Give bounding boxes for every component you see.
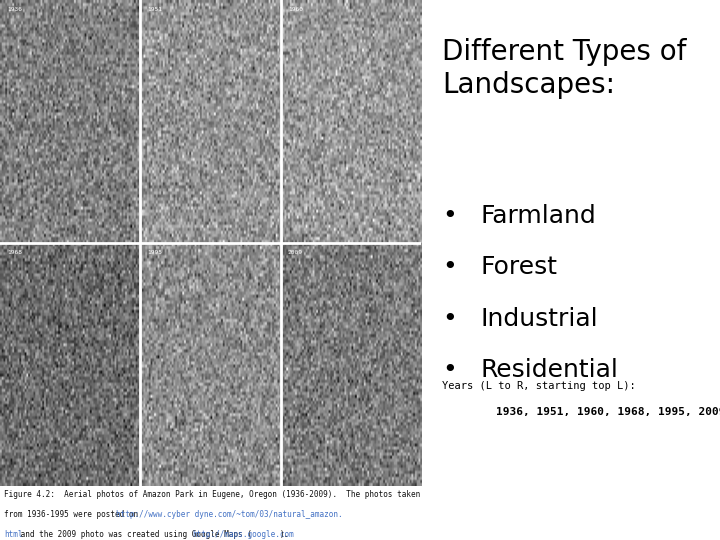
Text: 1951: 1951 [148, 7, 163, 12]
Text: Years (L to R, starting top L):: Years (L to R, starting top L): [442, 381, 636, 391]
Text: •: • [442, 255, 457, 279]
Text: and the 2009 photo was created using Google Maps (: and the 2009 photo was created using Goo… [16, 530, 252, 539]
Text: Forest: Forest [481, 255, 558, 279]
Text: http://www.cyber dyne.com/~tom/03/natural_amazon.: http://www.cyber dyne.com/~tom/03/natura… [116, 510, 343, 519]
Text: 1960: 1960 [288, 7, 303, 12]
Text: 1995: 1995 [148, 251, 163, 255]
Text: ).: ). [280, 530, 289, 539]
Text: 2009: 2009 [288, 251, 303, 255]
Text: Industrial: Industrial [481, 307, 598, 330]
Text: http://maps.google.com: http://maps.google.com [192, 530, 294, 539]
Text: •: • [442, 204, 457, 228]
Text: •: • [442, 358, 457, 382]
Text: from 1936-1995 were posted on: from 1936-1995 were posted on [4, 510, 143, 519]
Text: html: html [4, 530, 23, 539]
Text: •: • [442, 307, 457, 330]
Text: Different Types of
Landscapes:: Different Types of Landscapes: [442, 38, 686, 99]
Text: Figure 4.2:  Aerial photos of Amazon Park in Eugene, Oregon (1936-2009).  The ph: Figure 4.2: Aerial photos of Amazon Park… [4, 490, 420, 500]
Text: Residential: Residential [481, 358, 618, 382]
Text: 1936: 1936 [7, 7, 22, 12]
Text: 1936, 1951, 1960, 1968, 1995, 2009: 1936, 1951, 1960, 1968, 1995, 2009 [442, 407, 720, 417]
Text: 1968: 1968 [7, 251, 22, 255]
Text: Farmland: Farmland [481, 204, 597, 228]
